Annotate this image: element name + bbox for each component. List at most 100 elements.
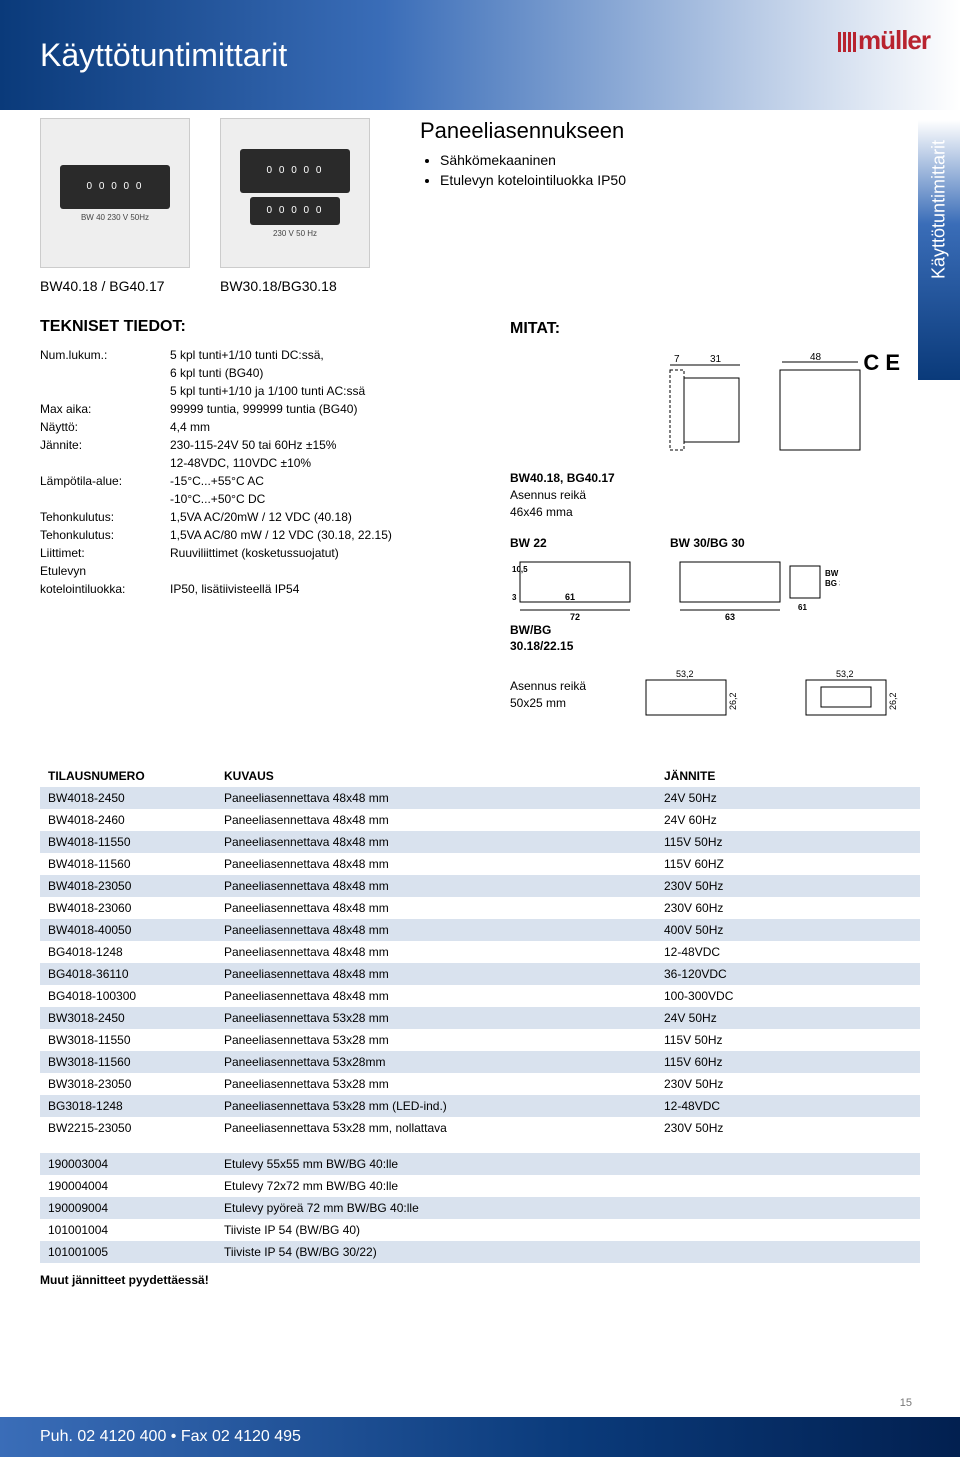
svg-text:48: 48 (810, 352, 822, 363)
table-cell: 101001005 (40, 1241, 216, 1263)
spec-value: IP50, lisätiivisteellä IP54 (170, 580, 450, 598)
table-row: BW4018-40050Paneeliasennettava 48x48 mm4… (40, 919, 920, 941)
order-col-3: JÄNNITE (656, 765, 920, 787)
spec-row: Jännite:230-115-24V 50 tai 60Hz ±15% (40, 436, 450, 454)
spec-label: Näyttö: (40, 418, 170, 436)
svg-text:72: 72 (570, 612, 580, 622)
spec-value: -10°C...+50°C DC (170, 490, 450, 508)
table-cell: BW2215-23050 (40, 1117, 216, 1139)
dimension-diagram-cutout-1: 53,2 26,2 (636, 665, 746, 725)
table-cell: Paneeliasennettava 48x48 mm (216, 853, 656, 875)
table-cell: Paneeliasennettava 48x48 mm (216, 963, 656, 985)
bullet-item: Sähkömekaaninen (440, 152, 920, 168)
page-number: 15 (900, 1397, 912, 1409)
footer-text: Puh. 02 4120 400 • Fax 02 4120 495 (40, 1428, 301, 1446)
table-row: 101001005Tiiviste IP 54 (BW/BG 30/22) (40, 1241, 920, 1263)
table-cell: 190003004 (40, 1153, 216, 1175)
table-row: BW3018-23050Paneeliasennettava 53x28 mm2… (40, 1073, 920, 1095)
table-row: 101001004Tiiviste IP 54 (BW/BG 40) (40, 1219, 920, 1241)
spec-label: Num.lukum.: (40, 346, 170, 364)
table-cell: Etulevy 72x72 mm BW/BG 40:lle (216, 1175, 920, 1197)
table-cell: 24V 50Hz (656, 787, 920, 809)
table-cell: BW4018-2450 (40, 787, 216, 809)
table-cell: BG4018-1248 (40, 941, 216, 963)
header-bar: Käyttötuntimittarit müller (0, 0, 960, 110)
table-row: BW3018-11560Paneeliasennettava 53x28mm11… (40, 1051, 920, 1073)
product-photo-2: 0 0 0 0 0 0 0 0 0 0 230 V 50 Hz (220, 118, 370, 268)
table-row: 190003004Etulevy 55x55 mm BW/BG 40:lle (40, 1153, 920, 1175)
table-cell: Paneeliasennettava 48x48 mm (216, 941, 656, 963)
spec-value: Ruuviliittimet (kosketussuojatut) (170, 544, 450, 562)
tech-heading: TEKNISET TIEDOT: (40, 318, 450, 336)
table-row: BW4018-11550Paneeliasennettava 48x48 mm1… (40, 831, 920, 853)
product-photo-2-group: 0 0 0 0 0 0 0 0 0 0 230 V 50 Hz BW30.18/… (220, 118, 370, 294)
accessories-note: Muut jännitteet pyydettäessä! (40, 1273, 920, 1287)
table-cell: Tiiviste IP 54 (BW/BG 40) (216, 1219, 920, 1241)
spec-row: 6 kpl tunti (BG40) (40, 364, 450, 382)
dimension-diagram-cutout-2: 53,2 26,2 (796, 665, 906, 725)
svg-text:53,2: 53,2 (676, 669, 694, 679)
table-row: BW4018-23050Paneeliasennettava 48x48 mm2… (40, 875, 920, 897)
side-tab: Käyttötuntimittarit (918, 120, 960, 380)
table-cell: 115V 50Hz (656, 831, 920, 853)
svg-text:31: 31 (710, 354, 722, 365)
table-row: BW2215-23050Paneeliasennettava 53x28 mm,… (40, 1117, 920, 1139)
spec-row: Näyttö:4,4 mm (40, 418, 450, 436)
table-cell: 24V 50Hz (656, 1007, 920, 1029)
svg-text:BG 30: BG 30 (825, 579, 840, 588)
table-cell: 36-120VDC (656, 963, 920, 985)
section-title: Paneeliasennukseen (420, 118, 920, 144)
dims-sub1b: 46x46 mma (510, 504, 920, 521)
table-cell: 230V 60Hz (656, 897, 920, 919)
spec-label: Max aika: (40, 400, 170, 418)
dims-bw22: BW 22 (510, 536, 547, 550)
product-photo-1: 0 0 0 0 0 BW 40 230 V 50Hz (40, 118, 190, 268)
spec-label: Jännite: (40, 436, 170, 454)
table-cell: BW4018-23060 (40, 897, 216, 919)
brand-logo-text: müller (858, 25, 930, 55)
meter-display-icon: 0 0 0 0 0 (240, 149, 350, 193)
table-row: BW4018-2450Paneeliasennettava 48x48 mm24… (40, 787, 920, 809)
table-cell: Paneeliasennettava 48x48 mm (216, 985, 656, 1007)
product-photo-1-group: 0 0 0 0 0 BW 40 230 V 50Hz BW40.18 / BG4… (40, 118, 190, 294)
table-row: BW4018-23060Paneeliasennettava 48x48 mm2… (40, 897, 920, 919)
logo-bars-icon (838, 25, 858, 56)
section-intro: Paneeliasennukseen SähkömekaaninenEtulev… (400, 118, 920, 294)
spec-label: Liittimet: (40, 544, 170, 562)
table-cell: BW4018-23050 (40, 875, 216, 897)
table-cell: 101001004 (40, 1219, 216, 1241)
product-label-1: BW40.18 / BG40.17 (40, 278, 165, 294)
table-row: BW4018-11560Paneeliasennettava 48x48 mm1… (40, 853, 920, 875)
footer-bar: Puh. 02 4120 400 • Fax 02 4120 495 (0, 1417, 960, 1457)
spec-row: kotelointiluokka:IP50, lisätiivisteellä … (40, 580, 450, 598)
table-cell: Etulevy 55x55 mm BW/BG 40:lle (216, 1153, 920, 1175)
dimensions-column: MITAT: 7 31 48 BW40.18, BG40.17 A (510, 318, 920, 725)
table-row: BW3018-11550Paneeliasennettava 53x28 mm1… (40, 1029, 920, 1051)
spec-label (40, 382, 170, 400)
table-cell: BW3018-11550 (40, 1029, 216, 1051)
spec-label (40, 490, 170, 508)
table-cell: Etulevy pyöreä 72 mm BW/BG 40:lle (216, 1197, 920, 1219)
table-cell: 115V 60HZ (656, 853, 920, 875)
table-cell: Paneeliasennettava 48x48 mm (216, 919, 656, 941)
svg-text:10,5: 10,5 (512, 565, 528, 574)
table-cell: Paneeliasennettava 53x28 mm (LED-ind.) (216, 1095, 656, 1117)
dims-sub1: Asennus reikä (510, 487, 920, 504)
svg-text:3: 3 (512, 593, 517, 602)
table-cell: Paneeliasennettava 53x28 mm, nollattava (216, 1117, 656, 1139)
meter-display-icon: 0 0 0 0 0 (250, 197, 340, 225)
dims-sub2b: 50x25 mm (510, 695, 586, 712)
order-col-1: TILAUSNUMERO (40, 765, 216, 787)
table-row: 190009004Etulevy pyöreä 72 mm BW/BG 40:l… (40, 1197, 920, 1219)
table-cell: 230V 50Hz (656, 1073, 920, 1095)
tech-specs-column: TEKNISET TIEDOT: Num.lukum.:5 kpl tunti+… (40, 318, 450, 725)
table-cell: BW4018-2460 (40, 809, 216, 831)
table-cell: BG3018-1248 (40, 1095, 216, 1117)
table-cell: 190004004 (40, 1175, 216, 1197)
spec-value: 5 kpl tunti+1/10 tunti DC:ssä, (170, 346, 450, 364)
spec-row: -10°C...+50°C DC (40, 490, 450, 508)
table-cell: Paneeliasennettava 53x28 mm (216, 1007, 656, 1029)
page-title: Käyttötuntimittarit (40, 37, 287, 74)
spec-row: 12-48VDC, 110VDC ±10% (40, 454, 450, 472)
meter-display-icon: 0 0 0 0 0 (60, 165, 170, 209)
